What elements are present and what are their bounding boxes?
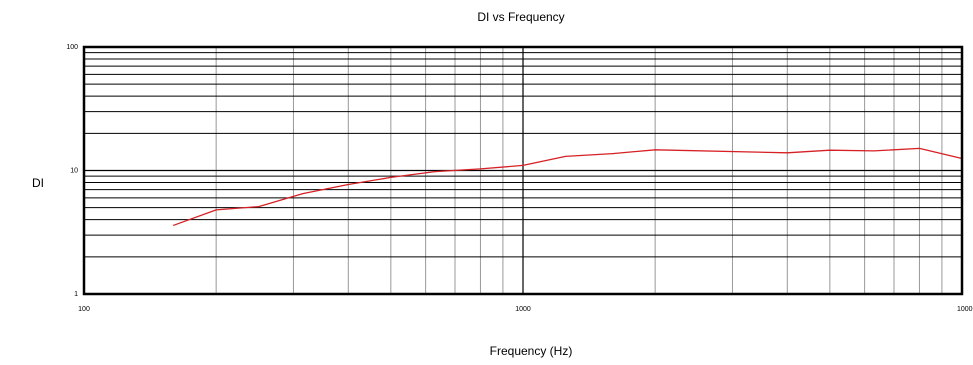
series-layer [173, 147, 963, 226]
di-series-line [173, 147, 963, 226]
di-data-point [522, 164, 524, 166]
di-data-point [479, 168, 482, 170]
di-data-point [390, 176, 392, 178]
di-data-point [918, 147, 921, 149]
di-data-point [564, 155, 567, 158]
y-tick-label: 10 [70, 168, 78, 175]
chart-title: DI vs Frequency [477, 10, 564, 24]
y-axis-label: DI [32, 176, 44, 190]
di-data-point [258, 206, 260, 208]
x-tick-label: 100 [78, 306, 90, 313]
di-data-point [654, 149, 656, 151]
plot-frame [82, 45, 964, 296]
x-axis-label: Frequency (Hz) [490, 344, 573, 358]
di-data-point [786, 152, 788, 154]
di-data-point [434, 170, 436, 173]
y-tick-label: 1 [74, 291, 78, 298]
y-tick-label: 100 [66, 44, 78, 51]
grid-major [84, 47, 962, 294]
tick-labels: 100 1000 10000 1 10 100 [66, 44, 973, 313]
di-data-point [873, 150, 875, 152]
x-tick-label: 1000 [515, 306, 531, 313]
di-data-point [302, 193, 304, 195]
x-tick-label: 10000 [957, 306, 973, 313]
di-data-point [215, 209, 217, 211]
di-data-point [347, 183, 349, 186]
di-data-point [829, 149, 831, 151]
di-data-point [612, 153, 614, 155]
di-data-point [173, 224, 175, 226]
